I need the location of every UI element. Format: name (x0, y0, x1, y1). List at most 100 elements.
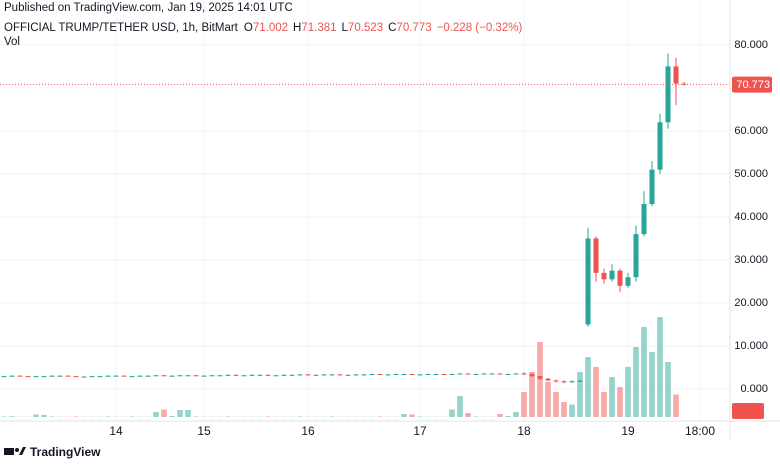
volume-bar (41, 415, 47, 417)
candle-body (154, 375, 159, 376)
volume-bar (409, 415, 415, 418)
candle-body (226, 375, 231, 376)
volume-bar (633, 347, 639, 417)
candle-body (66, 376, 71, 377)
logo-icon (15, 448, 19, 452)
candle-body (290, 375, 295, 376)
volume-bar (497, 414, 503, 417)
candle-body (562, 381, 567, 382)
candle-body (26, 376, 31, 377)
candle-body (234, 375, 239, 376)
candle-body (442, 374, 447, 375)
volume-bar (625, 367, 631, 417)
ohlc-value: 70.773 (396, 22, 431, 34)
candle-body (618, 271, 623, 286)
candle-body (186, 375, 191, 376)
candle-body (386, 374, 391, 375)
candle-body (482, 374, 487, 375)
candle-body (18, 376, 23, 377)
symbol-name: OFFICIAL TRUMP/TETHER USD, 1h, BitMart (4, 22, 239, 34)
candle-body (554, 380, 559, 381)
y-tick-label: 50.000 (734, 168, 768, 180)
volume-bar (401, 414, 407, 417)
volume-bar (193, 417, 199, 418)
candle-body (338, 374, 343, 375)
candle-body (202, 376, 207, 377)
candle-body (266, 375, 271, 376)
volume-bar (105, 417, 111, 418)
volume-bar (521, 392, 527, 417)
candle-body (218, 375, 223, 376)
volume-bar (641, 327, 647, 417)
candle-body (170, 376, 175, 377)
candle-body (346, 375, 351, 376)
candle-body (130, 376, 135, 377)
candle-body (586, 238, 591, 324)
volume-bar (9, 416, 15, 417)
volume-bar (553, 392, 559, 417)
volume-bar (665, 362, 671, 417)
x-tick-label: 18 (517, 424, 531, 438)
y-tick-label: 30.000 (734, 254, 768, 266)
candle-body (354, 374, 359, 375)
candle-body (522, 374, 527, 375)
candle-body (306, 374, 311, 375)
candle-body (330, 374, 335, 375)
candle-body (250, 375, 255, 376)
candle-body (642, 204, 647, 234)
candle-body (90, 376, 95, 377)
candle-body (650, 170, 655, 204)
candle-body (10, 376, 15, 377)
footer-brand: TradingView (30, 445, 101, 459)
volume-bar (505, 416, 511, 417)
ohlc-key: O (244, 22, 253, 34)
volume-bar (129, 417, 135, 418)
candle-body (42, 376, 47, 377)
volume-bar (609, 377, 615, 417)
candle-body (274, 375, 279, 376)
candle-body (58, 376, 63, 377)
x-tick-label: 15 (197, 424, 211, 438)
candle-body (506, 374, 511, 375)
last-volume-box (732, 403, 764, 419)
volume-bar (585, 357, 591, 417)
volume-bar (577, 372, 583, 417)
volume-bar (73, 417, 79, 418)
x-tick-label: 14 (109, 424, 123, 438)
volume-bar (601, 392, 607, 417)
candle-body (402, 374, 407, 375)
y-tick-label: 40.000 (734, 211, 768, 223)
change-value: −0.228 (−0.32%) (437, 22, 523, 34)
last-price-label: 70.773 (736, 79, 770, 91)
volume-bar (465, 413, 471, 417)
volume-bar (449, 410, 455, 418)
candle-body (626, 277, 631, 286)
candle-body (546, 379, 551, 381)
candle-body (34, 376, 39, 377)
candle-body (498, 374, 503, 375)
candle-body (674, 66, 679, 83)
volume-bar (457, 396, 463, 417)
volume-bar (529, 372, 535, 417)
volume-bar (169, 416, 175, 417)
volume-bar (673, 395, 679, 417)
volume-bar (545, 382, 551, 417)
volume-bar (177, 410, 183, 417)
candle-body (434, 374, 439, 375)
volume-bar (161, 410, 167, 418)
candle-body (162, 375, 167, 376)
volume-bar (377, 417, 383, 418)
candle-body (538, 376, 543, 379)
candle-body (514, 374, 519, 375)
x-tick-label: 18:00 (685, 424, 715, 438)
volume-bar (649, 352, 655, 417)
y-tick-label: 80.000 (734, 39, 768, 51)
volume-bar (593, 367, 599, 417)
candle-body (98, 376, 103, 377)
candle-body (378, 374, 383, 375)
candle-body (258, 375, 263, 376)
candle-body (194, 375, 199, 376)
candle-body (418, 374, 423, 375)
candle-body (578, 381, 583, 382)
ohlc-value: 70.523 (348, 22, 383, 34)
